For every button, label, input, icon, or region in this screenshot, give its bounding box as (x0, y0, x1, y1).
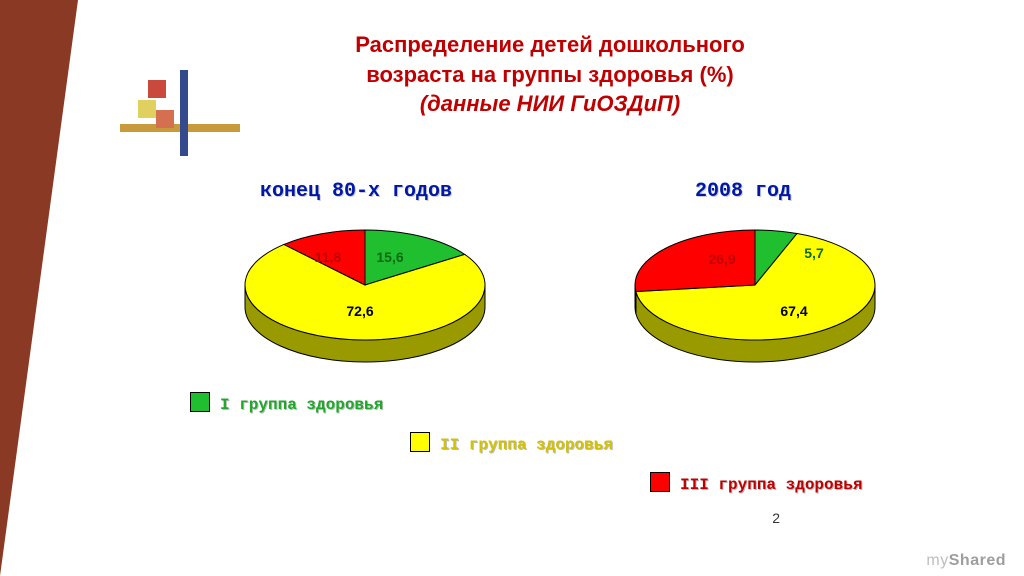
legend-label: I группа здоровья (220, 396, 383, 414)
legend-label: II группа здоровья (440, 436, 613, 454)
pie-chart-left: 15,6 72,6 11,8 (220, 220, 510, 375)
subtitle-right: 2008 год (695, 180, 791, 203)
slide-title: Распределение детей дошкольного возраста… (230, 30, 870, 119)
decor-square (156, 110, 174, 128)
page-number: 2 (772, 510, 780, 526)
svg-text:5,7: 5,7 (804, 245, 824, 261)
decor-square (148, 80, 166, 98)
sidebar-triangle (0, 0, 78, 576)
svg-text:15,6: 15,6 (376, 249, 403, 265)
legend-swatch (190, 392, 210, 412)
title-line3: (данные НИИ ГиОЗДиП) (230, 89, 870, 119)
legend-swatch (650, 472, 670, 492)
svg-text:67,4: 67,4 (780, 303, 807, 319)
sidebar (0, 0, 78, 576)
svg-text:11,8: 11,8 (315, 249, 342, 265)
decor-vbar (180, 70, 188, 156)
slide: Распределение детей дошкольного возраста… (100, 12, 980, 532)
legend-item: II группа здоровья (410, 432, 613, 454)
subtitle-left: конец 80-х годов (260, 180, 452, 203)
title-line1: Распределение детей дошкольного (355, 32, 745, 57)
legend-item: III группа здоровья (650, 472, 862, 494)
svg-text:72,6: 72,6 (346, 303, 373, 319)
watermark: myShared (926, 552, 1006, 570)
pie-svg-left: 15,6 72,6 11,8 (220, 220, 510, 370)
legend-swatch (410, 432, 430, 452)
legend-item: I группа здоровья (190, 392, 383, 414)
title-line2: возраста на группы здоровья (%) (230, 60, 870, 90)
svg-text:26,9: 26,9 (708, 251, 735, 267)
pie-chart-right: 5,7 67,4 26,9 (610, 220, 900, 375)
stage: Распределение детей дошкольного возраста… (0, 0, 1024, 576)
decor-square (138, 100, 156, 118)
legend-label: III группа здоровья (680, 476, 862, 494)
pie-svg-right: 5,7 67,4 26,9 (610, 220, 900, 370)
watermark-plain: my (926, 552, 948, 569)
watermark-bold: Shared (949, 552, 1006, 569)
